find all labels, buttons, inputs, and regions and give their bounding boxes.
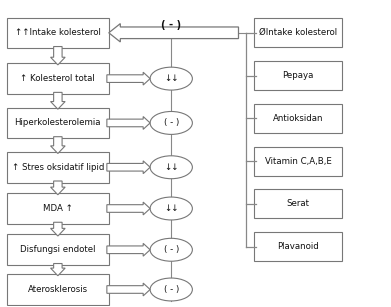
FancyBboxPatch shape (7, 108, 109, 138)
Text: Pepaya: Pepaya (282, 71, 314, 80)
Polygon shape (50, 222, 65, 236)
Ellipse shape (150, 278, 192, 301)
Text: ØIntake kolesterol: ØIntake kolesterol (259, 28, 337, 37)
Ellipse shape (150, 197, 192, 220)
FancyBboxPatch shape (7, 274, 109, 305)
Text: ↓↓: ↓↓ (164, 204, 178, 213)
Text: Antioksidan: Antioksidan (273, 114, 323, 123)
Text: ( - ): ( - ) (161, 20, 181, 30)
Text: ( - ): ( - ) (163, 119, 179, 127)
Ellipse shape (150, 67, 192, 90)
Text: ↑↑Intake kolesterol: ↑↑Intake kolesterol (15, 28, 101, 37)
Polygon shape (107, 243, 150, 256)
Text: ↓↓: ↓↓ (164, 74, 178, 83)
Text: Vitamin C,A,B,E: Vitamin C,A,B,E (265, 157, 332, 166)
Text: ↑ Kolesterol total: ↑ Kolesterol total (20, 74, 95, 83)
FancyBboxPatch shape (254, 61, 342, 90)
Text: Hiperkolesterolemia: Hiperkolesterolemia (14, 119, 101, 127)
FancyBboxPatch shape (7, 63, 109, 94)
FancyBboxPatch shape (254, 147, 342, 176)
Polygon shape (50, 137, 65, 154)
Polygon shape (107, 72, 150, 85)
FancyBboxPatch shape (254, 189, 342, 219)
Polygon shape (107, 161, 150, 174)
Text: Serat: Serat (287, 200, 310, 208)
Polygon shape (50, 92, 65, 109)
Text: ( - ): ( - ) (163, 285, 179, 294)
FancyBboxPatch shape (7, 17, 109, 48)
Polygon shape (107, 202, 150, 215)
Ellipse shape (150, 156, 192, 179)
Text: ↑ Stres oksidatif lipid: ↑ Stres oksidatif lipid (12, 163, 104, 172)
Ellipse shape (150, 111, 192, 134)
Polygon shape (50, 181, 65, 195)
Ellipse shape (150, 238, 192, 261)
Text: Plavanoid: Plavanoid (277, 242, 319, 251)
Text: ↓↓: ↓↓ (164, 163, 178, 172)
FancyBboxPatch shape (254, 18, 342, 47)
Polygon shape (107, 117, 150, 129)
Text: MDA ↑: MDA ↑ (43, 204, 73, 213)
Polygon shape (109, 24, 239, 42)
Polygon shape (50, 47, 65, 65)
FancyBboxPatch shape (254, 104, 342, 133)
Text: ( - ): ( - ) (163, 245, 179, 254)
FancyBboxPatch shape (7, 152, 109, 183)
FancyBboxPatch shape (7, 193, 109, 224)
Polygon shape (50, 263, 65, 276)
Text: Disfungsi endotel: Disfungsi endotel (20, 245, 96, 254)
Text: Aterosklerosis: Aterosklerosis (28, 285, 88, 294)
FancyBboxPatch shape (254, 232, 342, 261)
FancyBboxPatch shape (7, 235, 109, 265)
Polygon shape (107, 283, 150, 296)
